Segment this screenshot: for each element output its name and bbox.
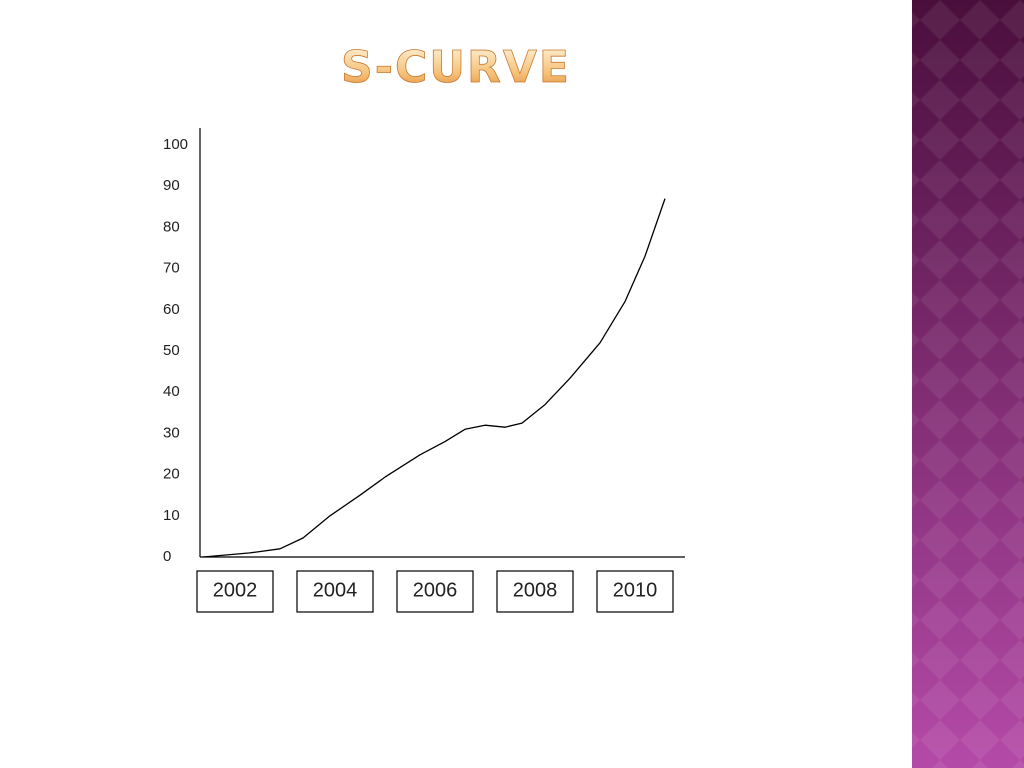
y-tick-label: 40	[163, 383, 180, 400]
y-tick-label: 20	[163, 466, 180, 483]
x-tick-label: 2006	[413, 579, 458, 601]
tick-box	[296, 570, 374, 613]
x-tick-label: 2010	[613, 579, 658, 601]
y-tick-label: 80	[163, 218, 180, 235]
line	[202, 198, 666, 558]
x-tick-label: 2008	[513, 579, 558, 601]
tick-box	[496, 570, 574, 613]
y-tick-label: 10	[163, 507, 180, 524]
tick-box	[396, 570, 474, 613]
x-tick-label: 2004	[313, 579, 358, 601]
tick-box	[196, 570, 274, 613]
y-tick-label: 50	[163, 342, 180, 359]
slide-title: S-CURVE	[341, 42, 571, 93]
y-tick-label: 0	[163, 548, 171, 565]
tick-box	[596, 570, 674, 613]
y-tick-label: 70	[163, 260, 180, 277]
sidebar-pattern	[912, 0, 1024, 768]
y-tick-label: 30	[163, 424, 180, 441]
y-tick-label: 100	[163, 136, 188, 153]
y-tick-label: 90	[163, 177, 180, 194]
y-tick-label: 60	[163, 301, 180, 318]
x-tick-label: 2002	[213, 579, 258, 601]
